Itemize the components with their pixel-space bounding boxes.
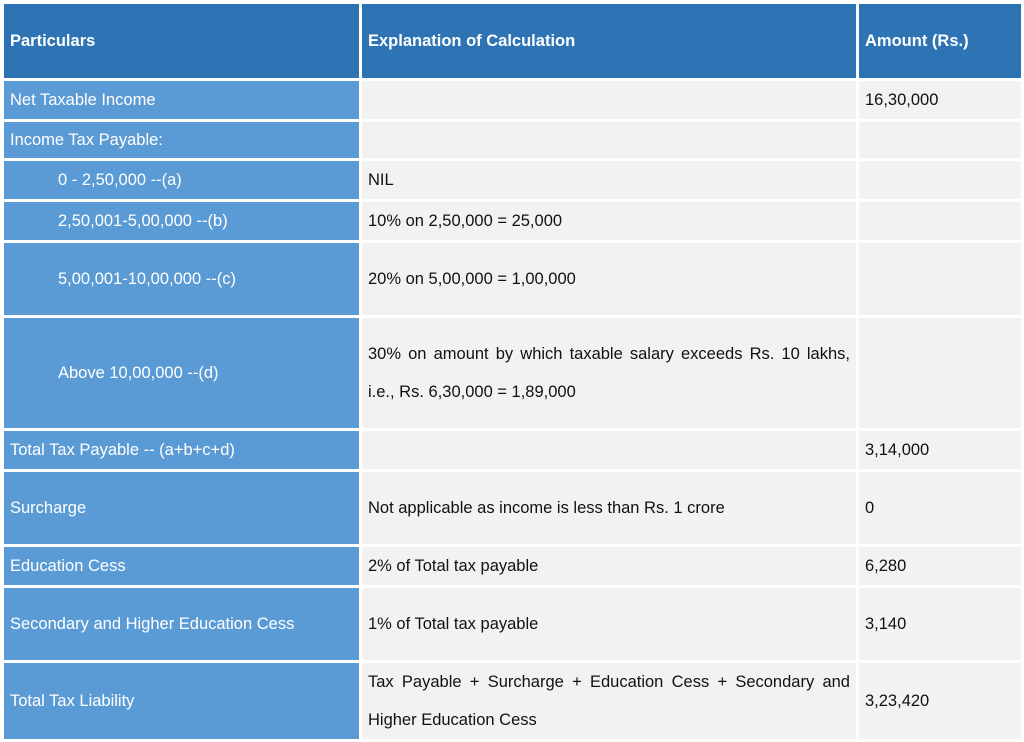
- amount-cell: 6,280: [859, 547, 1021, 585]
- particulars-cell: Total Tax Payable -- (a+b+c+d): [4, 431, 359, 469]
- table-row: 2,50,001-5,00,000 --(b) 10% on 2,50,000 =…: [4, 202, 1021, 240]
- explanation-cell: [362, 431, 856, 469]
- amount-cell: 3,14,000: [859, 431, 1021, 469]
- particulars-cell: Surcharge: [4, 472, 359, 544]
- header-amount: Amount (Rs.): [859, 4, 1021, 78]
- table-row: Total Tax Liability Tax Payable + Surchar…: [4, 663, 1021, 739]
- header-particulars: Particulars: [4, 4, 359, 78]
- table-row: Total Tax Payable -- (a+b+c+d) 3,14,000: [4, 431, 1021, 469]
- table-row: 0 - 2,50,000 --(a) NIL: [4, 161, 1021, 199]
- amount-cell: 16,30,000: [859, 81, 1021, 119]
- particulars-cell: 2,50,001-5,00,000 --(b): [4, 202, 359, 240]
- explanation-cell: 2% of Total tax payable: [362, 547, 856, 585]
- explanation-cell: NIL: [362, 161, 856, 199]
- explanation-cell: 10% on 2,50,000 = 25,000: [362, 202, 856, 240]
- explanation-cell: [362, 122, 856, 158]
- table-row: Education Cess 2% of Total tax payable 6,2…: [4, 547, 1021, 585]
- amount-cell: [859, 161, 1021, 199]
- amount-cell: 0: [859, 472, 1021, 544]
- table-row: Secondary and Higher Education Cess 1% of…: [4, 588, 1021, 660]
- explanation-cell: Tax Payable + Surcharge + Education Cess…: [362, 663, 856, 739]
- table-row: Surcharge Not applicable as income is les…: [4, 472, 1021, 544]
- explanation-cell: [362, 81, 856, 119]
- table-row: Income Tax Payable:: [4, 122, 1021, 158]
- particulars-cell: Secondary and Higher Education Cess: [4, 588, 359, 660]
- explanation-cell: 20% on 5,00,000 = 1,00,000: [362, 243, 856, 315]
- particulars-cell: 0 - 2,50,000 --(a): [4, 161, 359, 199]
- amount-cell: [859, 122, 1021, 158]
- particulars-cell: Education Cess: [4, 547, 359, 585]
- table-row: Above 10,00,000 --(d) 30% on amount by wh…: [4, 318, 1021, 428]
- amount-cell: [859, 318, 1021, 428]
- amount-cell: 3,140: [859, 588, 1021, 660]
- particulars-cell: Total Tax Liability: [4, 663, 359, 739]
- particulars-cell: 5,00,001-10,00,000 --(c): [4, 243, 359, 315]
- particulars-cell: Net Taxable Income: [4, 81, 359, 119]
- explanation-cell: 30% on amount by which taxable salary ex…: [362, 318, 856, 428]
- explanation-cell: 1% of Total tax payable: [362, 588, 856, 660]
- table-row: Net Taxable Income 16,30,000: [4, 81, 1021, 119]
- header-row: Particulars Explanation of Calculation A…: [4, 4, 1021, 78]
- table-row: 5,00,001-10,00,000 --(c) 20% on 5,00,000 …: [4, 243, 1021, 315]
- particulars-cell: Income Tax Payable:: [4, 122, 359, 158]
- explanation-cell: Not applicable as income is less than Rs…: [362, 472, 856, 544]
- amount-cell: [859, 243, 1021, 315]
- amount-cell: [859, 202, 1021, 240]
- header-explanation: Explanation of Calculation: [362, 4, 856, 78]
- particulars-cell: Above 10,00,000 --(d): [4, 318, 359, 428]
- amount-cell: 3,23,420: [859, 663, 1021, 739]
